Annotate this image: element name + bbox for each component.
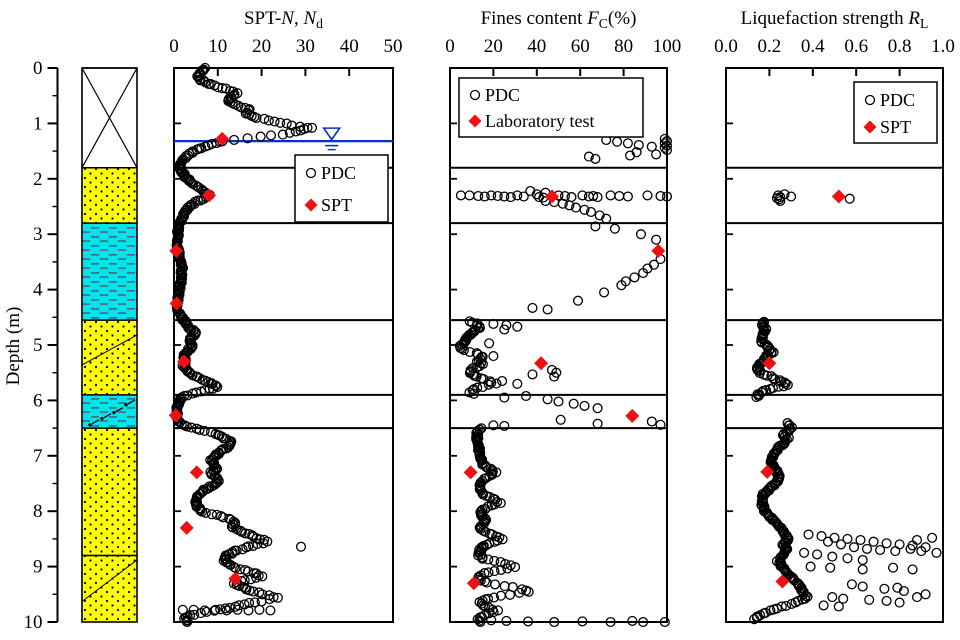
svg-text:100: 100	[653, 36, 682, 57]
pdc-circle-icon	[864, 94, 876, 106]
svg-text:10: 10	[208, 36, 227, 57]
spt-diamond-icon	[468, 114, 482, 128]
legend-item-spt: SPT	[304, 195, 352, 215]
x-axis: 0.0 0.2 0.4 0.6 0.8 1.0	[714, 36, 955, 568]
legend: PDC Laboratory test	[458, 77, 644, 138]
pdc-trace	[749, 316, 813, 625]
svg-text:20: 20	[252, 36, 271, 57]
pdc-circle-icon	[305, 167, 317, 179]
legend-item-pdc: PDC	[305, 163, 356, 183]
soil-layer-silt-sandy	[82, 394, 137, 429]
diamond-points	[463, 189, 666, 591]
svg-text:0: 0	[445, 36, 455, 57]
svg-text:8: 8	[33, 501, 43, 522]
svg-text:40: 40	[527, 36, 546, 57]
water-table	[174, 127, 393, 151]
legend: PDC SPT	[294, 154, 389, 223]
svg-text:10: 10	[24, 612, 43, 633]
svg-text:4: 4	[33, 280, 43, 301]
chart-title-spt: SPT-N, Nd	[243, 8, 324, 31]
svg-text:0.8: 0.8	[888, 36, 912, 57]
spt-diamond-icon	[304, 198, 318, 212]
svg-text:30: 30	[296, 36, 315, 57]
diamond-points	[168, 131, 243, 586]
legend-item-pdc: PDC	[469, 85, 520, 105]
svg-text:6: 6	[33, 390, 43, 411]
svg-text:PDC: PDC	[485, 85, 520, 105]
svg-text:0.4: 0.4	[801, 36, 825, 57]
chart-fines: 0 20 40 60 80 100 PDC Laboratory test	[445, 36, 682, 628]
pdc-points	[455, 133, 673, 628]
svg-text:PDC: PDC	[880, 90, 915, 110]
soil-layer-sand	[82, 320, 137, 395]
svg-text:40: 40	[340, 36, 359, 57]
spt-diamond-icon	[863, 120, 877, 134]
soil-layer-silt	[82, 223, 137, 321]
chart-liquefaction: 0.0 0.2 0.4 0.6 0.8 1.0 PDC SPT	[714, 36, 955, 625]
soil-column	[81, 67, 138, 623]
svg-text:PDC: PDC	[321, 163, 356, 183]
chart-spt: 0 10 20 30 40 50 PDC SPT	[168, 36, 403, 628]
svg-text:0: 0	[169, 36, 179, 57]
svg-text:SPT: SPT	[321, 195, 352, 215]
svg-text:Laboratory test: Laboratory test	[485, 111, 594, 131]
layer-boundaries	[450, 166, 667, 430]
svg-text:5: 5	[33, 335, 43, 356]
svg-text:3: 3	[33, 224, 43, 245]
svg-text:0: 0	[33, 58, 43, 79]
depth-axis: 0 1 2 3 4 5 6 7 8 9 10	[24, 58, 59, 633]
soil-layer-sand	[82, 428, 137, 556]
pdc-trace	[171, 62, 313, 628]
svg-text:SPT: SPT	[880, 117, 911, 137]
legend-item-laboratory-test: Laboratory test	[468, 111, 594, 131]
pdc-circle-icon	[469, 89, 481, 101]
svg-text:1.0: 1.0	[931, 36, 955, 57]
legend-item-pdc: PDC	[864, 90, 915, 110]
svg-text:80: 80	[614, 36, 633, 57]
diamond-points	[760, 189, 846, 589]
svg-text:1: 1	[33, 113, 43, 134]
svg-text:9: 9	[33, 557, 43, 578]
legend-item-spt: SPT	[863, 117, 911, 137]
x-axis: 0 10 20 30 40 50	[169, 36, 403, 568]
chart-title-fines: Fines content FC(%)	[480, 8, 637, 31]
svg-text:20: 20	[484, 36, 503, 57]
soil-layer-sand	[82, 167, 137, 224]
chart-frame	[449, 67, 668, 623]
pdc-points	[177, 122, 318, 616]
depth-axis-label: Depth (m)	[3, 306, 24, 386]
chart-title-liquefaction: Liquefaction strength RL	[740, 8, 929, 31]
svg-text:7: 7	[33, 446, 43, 467]
x-axis: 0 20 40 60 80 100	[445, 36, 682, 568]
svg-text:0.0: 0.0	[714, 36, 738, 57]
pdc-points	[771, 189, 942, 612]
legend: PDC SPT	[853, 81, 938, 144]
water-table-icon	[322, 127, 342, 142]
svg-text:60: 60	[571, 36, 590, 57]
svg-text:0.2: 0.2	[758, 36, 782, 57]
svg-text:50: 50	[384, 36, 403, 57]
pdc-trace	[454, 316, 534, 628]
soil-layer-sand	[82, 555, 137, 622]
svg-text:2: 2	[33, 169, 43, 190]
svg-text:0.6: 0.6	[844, 36, 868, 57]
